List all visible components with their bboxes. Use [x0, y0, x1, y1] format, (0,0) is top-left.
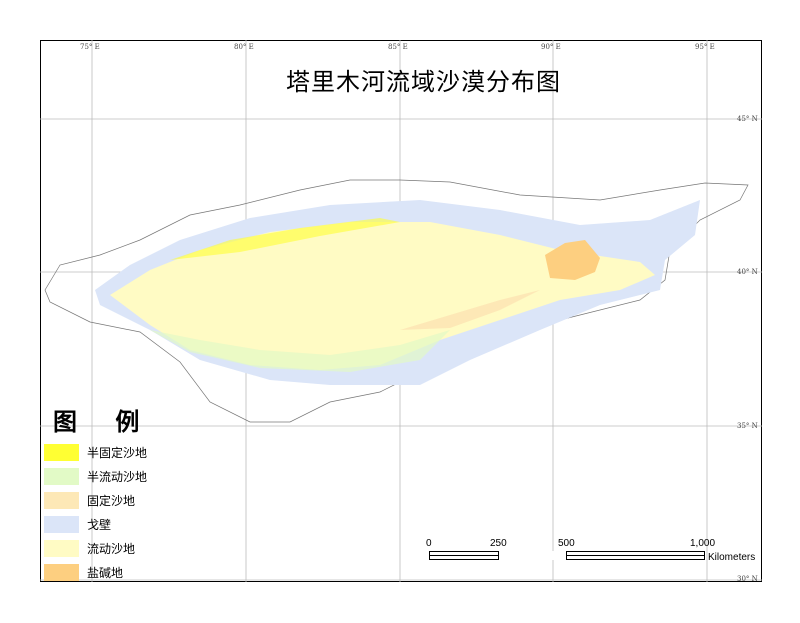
legend-swatch — [44, 467, 79, 485]
legend-item: 半流动沙地 — [44, 467, 147, 485]
lat-label: 35° N — [737, 422, 758, 430]
legend-item: 盐碱地 — [44, 563, 123, 581]
saline-area — [545, 240, 600, 280]
scale-tick: 500 — [558, 538, 575, 549]
legend-label: 流动沙地 — [87, 541, 136, 556]
legend-swatch — [44, 563, 79, 581]
legend-swatch — [44, 539, 79, 557]
legend-label: 固定沙地 — [87, 493, 136, 508]
lat-label: 45° N — [737, 115, 758, 123]
legend-item: 流动沙地 — [44, 539, 135, 557]
scale-tick: 0 — [426, 538, 432, 549]
lon-label: 90° E — [541, 43, 561, 51]
map-title: 塔里木河流域沙漠分布图 — [286, 68, 561, 96]
fixed-sand-strip — [400, 290, 540, 330]
scale-tick: 1,000 — [690, 538, 716, 549]
lat-label: 40° N — [737, 268, 758, 276]
legend-label: 半固定沙地 — [87, 445, 148, 460]
semi-fixed-sand-strip — [170, 218, 400, 260]
legend-item: 固定沙地 — [44, 491, 135, 509]
lat-label: 30° N — [737, 575, 758, 583]
legend-item: 半固定沙地 — [44, 443, 147, 461]
lon-label: 75° E — [80, 43, 100, 51]
legend-swatch — [44, 491, 79, 509]
lon-label: 85° E — [388, 43, 408, 51]
lon-label: 95° E — [695, 43, 715, 51]
lon-label: 80° E — [234, 43, 254, 51]
legend-title: 图 例 — [53, 407, 140, 436]
legend-label: 戈壁 — [87, 517, 112, 532]
flowing-sand-area — [110, 222, 655, 370]
legend-label: 盐碱地 — [87, 565, 124, 580]
legend-item: 戈壁 — [44, 515, 111, 533]
scale-tick: 250 — [490, 538, 507, 549]
map-frame — [40, 40, 762, 582]
semi-flowing-sand-area — [150, 330, 450, 372]
scale-unit: Kilometers — [708, 552, 756, 563]
legend-label: 半流动沙地 — [87, 469, 148, 484]
legend-swatch — [44, 443, 79, 461]
legend-swatch — [44, 515, 79, 533]
